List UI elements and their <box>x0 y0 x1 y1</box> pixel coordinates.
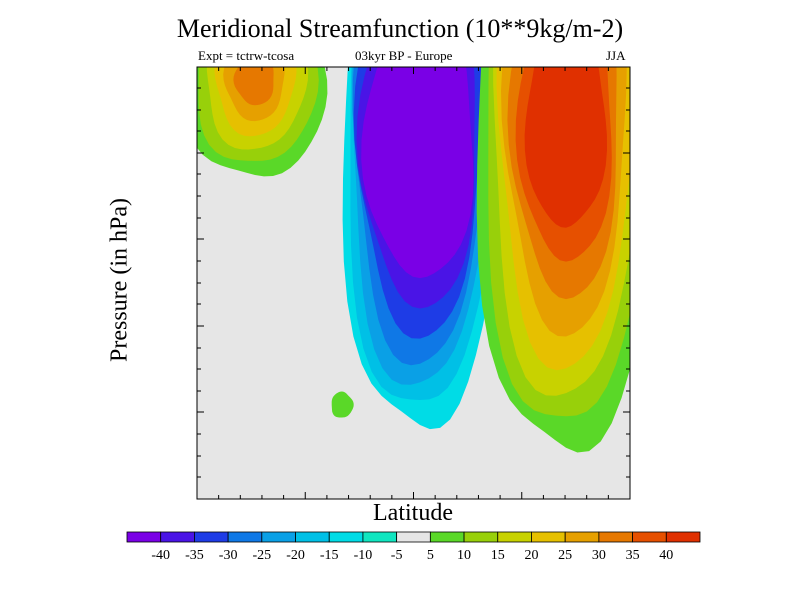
colorbar-swatch <box>362 531 398 543</box>
colorbar-swatch <box>665 531 701 543</box>
colorbar-tick-label: 35 <box>626 548 640 563</box>
colorbar-swatch <box>429 531 465 543</box>
positive-cell-band <box>524 67 607 228</box>
colorbar-tick-label: 40 <box>659 548 673 563</box>
colorbar-tick-label: -35 <box>185 548 204 563</box>
colorbar-swatch <box>328 531 364 543</box>
colorbar-tick-label: -5 <box>391 548 403 563</box>
colorbar-tick-label: -10 <box>354 548 373 563</box>
colorbar-tick-label: 5 <box>427 548 434 563</box>
colorbar-swatch <box>632 531 667 543</box>
colorbar-tick-label: -15 <box>320 548 339 563</box>
colorbar-swatch <box>227 531 263 543</box>
colorbar-swatch <box>194 531 229 543</box>
negative-cell-band <box>361 67 474 279</box>
x-axis-label: Latitude <box>373 500 453 526</box>
colorbar-tick-label: -25 <box>252 548 271 563</box>
northern-positive-cell-band <box>233 67 274 106</box>
colorbar-swatch <box>295 531 330 543</box>
colorbar-tick-label: -20 <box>286 548 305 563</box>
colorbar-swatch <box>598 531 633 543</box>
chart-title: Meridional Streamfunction (10**9kg/m-2) <box>176 14 624 43</box>
isolated-positive-blob <box>331 391 354 418</box>
period-region-label: 03kyr BP - Europe <box>355 48 453 63</box>
experiment-label: Expt = tctrw-tcosa <box>198 48 295 63</box>
colorbar-swatch <box>531 531 566 543</box>
colorbar-tick-label: -30 <box>219 548 238 563</box>
colorbar-swatch <box>564 531 600 543</box>
colorbar-tick-label: 25 <box>558 548 572 563</box>
colorbar-swatch <box>261 531 296 543</box>
colorbar-swatch <box>497 531 532 543</box>
colorbar-tick-label: 20 <box>524 548 538 563</box>
colorbar-tick-label: 30 <box>592 548 606 563</box>
colorbar-tick-label: 10 <box>457 548 471 563</box>
colorbar-tick-label: 15 <box>491 548 505 563</box>
colorbar-swatch <box>396 531 431 543</box>
season-label: JJA <box>606 48 626 63</box>
colorbar-tick-label: -40 <box>151 548 170 563</box>
colorbar-swatch <box>160 531 195 543</box>
colorbar-swatch <box>463 531 499 543</box>
colorbar-swatch <box>126 531 162 543</box>
